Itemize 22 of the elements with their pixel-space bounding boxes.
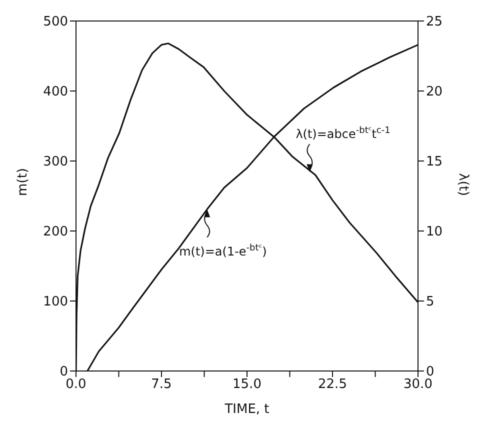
annotation: λ(t)=abce$^{-btᶜ}$t$^{c-1}$: [296, 126, 390, 142]
y-axis-title: m(t): [16, 168, 31, 196]
x-tick-label: 30.0: [404, 377, 432, 392]
x-tick-label: 0.0: [66, 377, 86, 392]
y-tick-label: 500: [43, 14, 68, 30]
y2-tick-label: 15: [426, 154, 443, 170]
y-tick-label: 0: [60, 364, 68, 380]
y2-tick-label: 25: [426, 14, 443, 30]
y-tick-label: 400: [43, 84, 68, 100]
y-tick-label: 300: [43, 154, 68, 170]
x-tick-label: 7.5: [151, 377, 172, 392]
y-tick-label: 100: [43, 294, 68, 310]
x-tick-label: 22.5: [318, 377, 347, 392]
y2-tick-label: 5: [426, 294, 434, 310]
annotation: m(t)=a(1-e$^{-btᶜ}$): [179, 243, 267, 258]
x-axis-title: TIME, t: [224, 402, 270, 417]
x-tick-label: 15.0: [232, 377, 262, 392]
y2-axis-title: λ(t): [455, 173, 470, 196]
y-tick-label: 200: [43, 224, 68, 240]
y2-tick-label: 20: [426, 84, 443, 100]
y2-tick-label: 0: [426, 364, 434, 380]
y2-tick-label: 10: [426, 224, 443, 240]
